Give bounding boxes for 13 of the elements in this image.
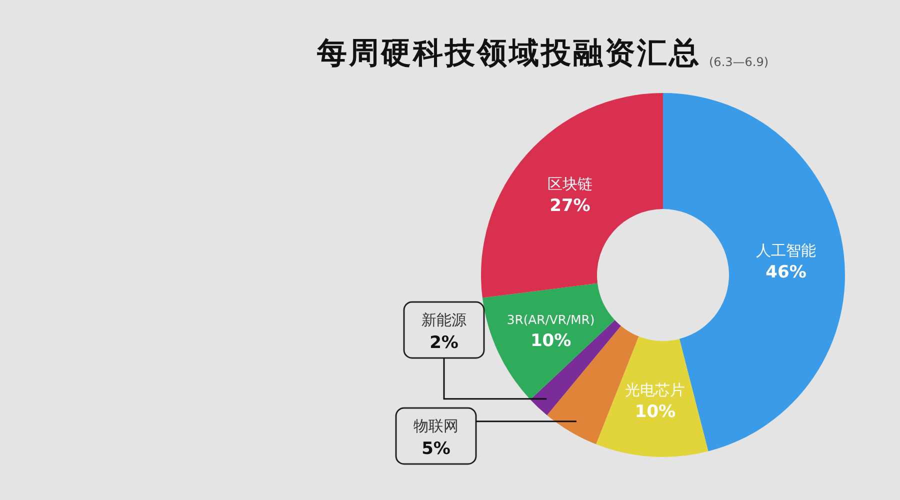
slice-label: 3R(AR/VR/MR) [506, 312, 595, 327]
slice-label: 区块链 [547, 174, 592, 193]
slice-label: 光电芯片 [625, 380, 686, 399]
slice-label: 新能源 [422, 311, 466, 329]
data-label: 10% [634, 402, 676, 422]
data-label: 46% [766, 262, 806, 282]
slice-label: 人工智能 [756, 241, 816, 260]
slice-label: 物联网 [414, 417, 458, 435]
data-label: 10% [530, 330, 572, 351]
data-label: 2% [430, 333, 458, 353]
data-label: 5% [422, 439, 450, 459]
data-label: 27% [550, 196, 590, 216]
title: 每周硬科技领域投融资汇总 (6.3—6.9) [317, 36, 769, 71]
